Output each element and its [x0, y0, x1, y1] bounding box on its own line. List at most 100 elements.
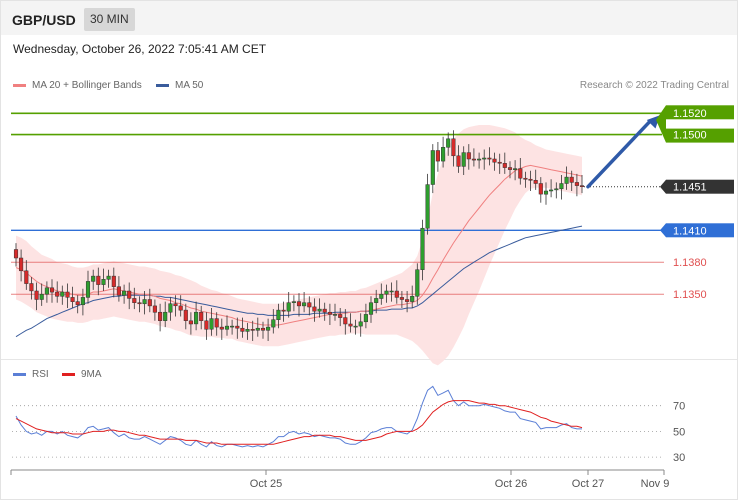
- target-arrow-icon: [586, 119, 652, 189]
- target-arrowhead-icon: [646, 115, 660, 129]
- candle-bear: [158, 311, 163, 321]
- level-label-1-1451: 1.1451: [673, 182, 707, 194]
- candle-bull: [554, 188, 559, 191]
- level-label-1-1500: 1.1500: [673, 130, 707, 142]
- candle-bull: [441, 147, 446, 162]
- candle-bear: [260, 327, 266, 331]
- resistance-label-pointer: [656, 105, 666, 143]
- candle-bear: [19, 257, 24, 272]
- candle-bear: [127, 290, 132, 299]
- chart-timestamp: Wednesday, October 26, 2022 7:05:41 AM C…: [13, 42, 267, 56]
- candle-bear: [173, 303, 178, 307]
- candle-bear: [116, 286, 121, 296]
- candle-bear: [13, 249, 19, 259]
- candle-bear: [296, 301, 302, 307]
- candle-bull: [389, 290, 394, 293]
- candle-bear: [152, 305, 157, 313]
- candle-bear: [70, 297, 75, 302]
- candle-bear: [466, 152, 471, 160]
- panel-divider: [1, 359, 737, 360]
- candle-bear: [456, 155, 461, 167]
- candle-bull: [379, 293, 384, 299]
- candle-bull: [430, 150, 435, 185]
- level-label-1-1380: 1.1380: [673, 257, 707, 269]
- bollinger-band-area: [16, 125, 582, 366]
- candle-bull: [415, 269, 420, 297]
- candle-bull: [368, 302, 374, 315]
- candle-bull: [163, 311, 168, 321]
- candle-bull: [549, 189, 554, 192]
- level-label-1-1520: 1.1520: [673, 108, 707, 120]
- candle-bull: [425, 184, 430, 229]
- candle-bull: [482, 157, 487, 160]
- level-label-pointer: [660, 179, 666, 194]
- candle-bull: [317, 308, 322, 312]
- candle-bear: [497, 161, 502, 164]
- candle-bear: [533, 180, 538, 184]
- candle-bear: [507, 167, 513, 170]
- rsi-9ma-line: [15, 400, 583, 445]
- rsi-level-label-30: 30: [673, 452, 685, 464]
- candle-bull: [358, 321, 363, 327]
- candle-bear: [435, 150, 440, 162]
- candle-bear: [569, 176, 574, 183]
- candle-bear: [312, 306, 317, 312]
- candles: [13, 130, 585, 341]
- candle-bull: [266, 326, 271, 331]
- ma20-swatch-icon: [13, 83, 26, 87]
- candle-bull: [168, 303, 173, 313]
- candle-bull: [353, 325, 358, 328]
- candle-bear: [281, 309, 286, 312]
- chart-header: GBP/USD 30 MIN: [1, 1, 737, 35]
- candle-bull: [224, 325, 230, 330]
- candle-bear: [405, 299, 410, 302]
- candle-bear: [132, 298, 137, 303]
- candle-bull: [91, 275, 96, 282]
- candle-bull: [286, 302, 291, 312]
- candle-bear: [487, 157, 492, 160]
- candle-bull: [80, 297, 85, 306]
- timeframe-badge[interactable]: 30 MIN: [84, 8, 135, 31]
- x-axis-label: Oct 26: [495, 478, 527, 490]
- candle-bear: [199, 311, 204, 321]
- candle-bull: [271, 319, 276, 328]
- candle-bull: [44, 287, 49, 295]
- candle-bull: [559, 183, 564, 190]
- level-label-1-1350: 1.1350: [673, 289, 707, 301]
- candle-bear: [338, 314, 343, 318]
- candle-bear: [343, 317, 348, 325]
- candle-bull: [543, 190, 549, 195]
- candle-bear: [34, 290, 39, 300]
- candle-bear: [518, 168, 523, 179]
- candle-bear: [348, 323, 353, 327]
- currency-pair-title: GBP/USD: [12, 12, 76, 28]
- candle-bear: [492, 158, 497, 163]
- candle-bull: [245, 329, 250, 332]
- rsi-line: [15, 385, 582, 448]
- candle-bull: [332, 314, 338, 316]
- ma9-swatch-icon: [62, 372, 75, 376]
- candle-bear: [523, 177, 528, 180]
- candle-bull: [461, 152, 466, 167]
- candle-bull: [374, 298, 379, 303]
- candle-bull: [291, 301, 296, 303]
- candle-bear: [538, 183, 543, 195]
- level-label-1-1410: 1.1410: [673, 225, 707, 237]
- candle-bull: [122, 290, 127, 296]
- candle-bull: [142, 299, 147, 305]
- legend-9ma-label: 9MA: [81, 369, 102, 380]
- x-axis-label: Nov 9: [641, 478, 670, 490]
- candle-bear: [111, 275, 116, 287]
- candle-bear: [29, 283, 34, 292]
- candle-bull: [101, 279, 106, 285]
- legend-rsi: RSI: [13, 369, 49, 380]
- candle-bull: [410, 296, 415, 302]
- candle-bear: [75, 301, 80, 306]
- level-label-box: [666, 223, 734, 238]
- candle-bear: [528, 178, 533, 181]
- candle-bull: [194, 311, 199, 325]
- candle-bull: [106, 275, 111, 280]
- candle-bear: [219, 326, 224, 330]
- candle-bull: [60, 291, 65, 297]
